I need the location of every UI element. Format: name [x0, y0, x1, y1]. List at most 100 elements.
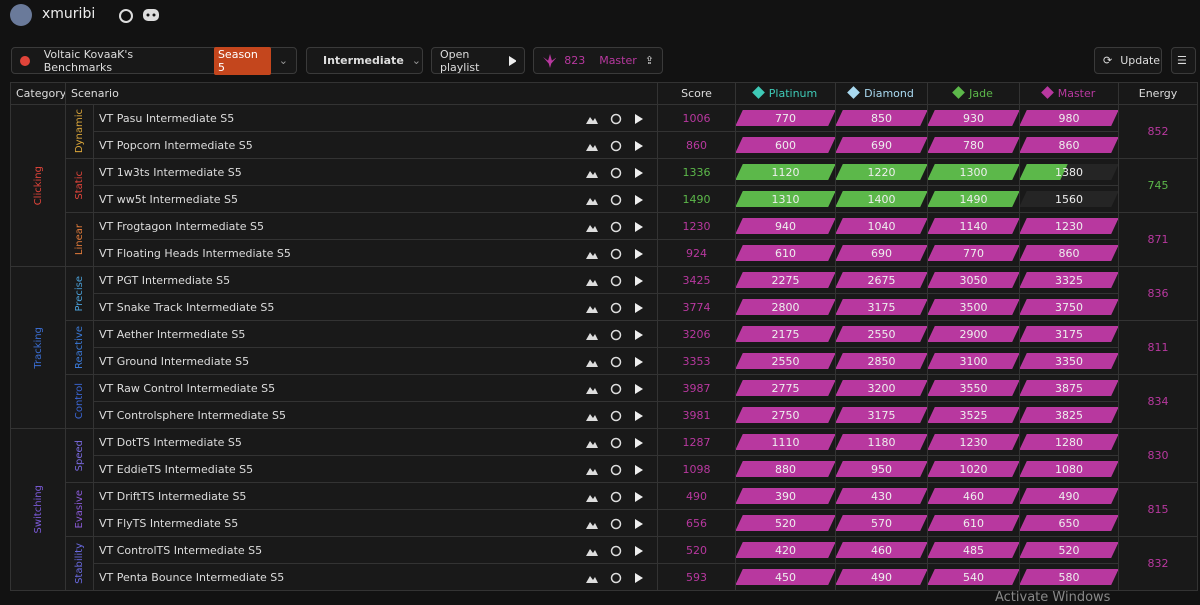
scenario-actions[interactable] — [586, 194, 644, 206]
threshold-value: 1180 — [867, 435, 896, 449]
avatar[interactable] — [10, 4, 32, 26]
threshold-cell: 390 — [735, 482, 837, 510]
scenario-actions[interactable] — [586, 167, 644, 179]
settings-button[interactable]: ☰ — [1171, 47, 1196, 74]
scenario-line: VT Penta Bounce Intermediate S5 — [99, 570, 652, 584]
scenario-line: VT FlyTS Intermediate S5 — [99, 516, 652, 530]
scenario-actions[interactable] — [586, 302, 644, 314]
subcategory-name: Precise — [74, 275, 85, 312]
threshold-value: 490 — [1058, 489, 1080, 503]
threshold-cell: 1560 — [1019, 185, 1120, 213]
scenario-actions[interactable] — [586, 491, 644, 503]
threshold-value: 1020 — [959, 462, 988, 476]
scenario-name: VT Floating Heads Intermediate S5 — [99, 246, 291, 260]
scenario-actions[interactable] — [586, 410, 644, 422]
threshold-bar: 485 — [928, 542, 1019, 558]
scenario-name: VT Frogtagon Intermediate S5 — [99, 219, 264, 233]
threshold-bar: 1310 — [736, 191, 835, 207]
threshold-cell: 1220 — [835, 158, 929, 186]
scenario-actions[interactable] — [586, 464, 644, 476]
scenario-line: VT Controlsphere Intermediate S5 — [99, 408, 652, 422]
energy: 832 — [1118, 536, 1199, 591]
scenario-actions[interactable] — [586, 545, 644, 557]
column-header: Score — [657, 82, 737, 105]
energy: 745 — [1118, 158, 1199, 213]
scenario-line: VT Popcorn Intermediate S5 — [99, 138, 652, 152]
threshold-bar: 3750 — [1020, 299, 1118, 315]
difficulty-select[interactable]: Intermediate ⌄ — [306, 47, 423, 74]
threshold-value: 1110 — [771, 435, 800, 449]
energy: 852 — [1118, 104, 1199, 159]
discord-icon[interactable] — [142, 8, 160, 22]
threshold-cell: 2850 — [835, 347, 929, 375]
threshold-bar: 1110 — [736, 434, 835, 450]
threshold-bar: 3500 — [928, 299, 1019, 315]
threshold-cell: 420 — [735, 536, 837, 564]
threshold-cell: 1110 — [735, 428, 837, 456]
scenario-actions[interactable] — [586, 221, 644, 233]
threshold-cell: 1120 — [735, 158, 837, 186]
threshold-cell: 610 — [735, 239, 837, 267]
threshold-bar: 390 — [736, 488, 835, 504]
scenario-actions[interactable] — [586, 248, 644, 260]
threshold-value: 570 — [871, 516, 893, 530]
score: 3981 — [657, 401, 737, 429]
watermark: Activate Windows — [995, 590, 1111, 605]
scenario-actions[interactable] — [586, 329, 644, 341]
score: 490 — [657, 482, 737, 510]
play-icon — [508, 55, 516, 66]
scenario-actions[interactable] — [586, 437, 644, 449]
threshold-value: 1380 — [1055, 165, 1084, 179]
scenario-actions[interactable] — [586, 383, 644, 395]
threshold-cell: 770 — [927, 239, 1021, 267]
threshold-cell: 770 — [735, 104, 837, 132]
threshold-bar: 3525 — [928, 407, 1019, 423]
rank-icon — [543, 53, 557, 68]
scenario-row: Switching Speed VT DotTS Intermediate S5 12… — [10, 428, 1199, 591]
threshold-cell: 940 — [735, 212, 837, 240]
subcategory-cell: Dynamic — [65, 104, 94, 159]
threshold-cell: 460 — [835, 536, 929, 564]
threshold-cell: 520 — [735, 509, 837, 537]
update-button[interactable]: ⟳ Update — [1094, 47, 1162, 74]
scenario-actions[interactable] — [586, 356, 644, 368]
benchmark-select[interactable]: Voltaic KovaaK's Benchmarks Season 5 ⌄ — [11, 46, 297, 75]
scenario-actions[interactable] — [586, 113, 644, 125]
column-header: Scenario — [64, 82, 659, 105]
category-cell: Tracking — [10, 266, 66, 429]
category-name: Switching — [32, 485, 44, 534]
scenario-actions[interactable] — [586, 518, 644, 530]
rank-header: Platinum — [735, 82, 837, 105]
threshold-bar: 450 — [736, 569, 835, 585]
playlist-button[interactable]: Open playlist — [431, 47, 525, 74]
threshold-cell: 3750 — [1019, 293, 1120, 321]
rank-icon — [751, 86, 765, 99]
threshold-bar: 1040 — [836, 218, 927, 234]
rank-box[interactable]: 823 Master ⇪ — [533, 47, 663, 74]
threshold-bar: 980 — [1020, 110, 1118, 126]
subcategory-name: Evasive — [74, 490, 85, 529]
threshold-cell: 690 — [835, 131, 929, 159]
rank-name: Jade — [969, 87, 993, 100]
scenario-actions[interactable] — [586, 140, 644, 152]
scenario-line: VT ControlTS Intermediate S5 — [99, 543, 652, 557]
threshold-value: 540 — [963, 570, 985, 584]
threshold-value: 3350 — [1055, 354, 1084, 368]
scenario-name: VT ControlTS Intermediate S5 — [99, 543, 263, 557]
threshold-bar: 1120 — [736, 164, 835, 180]
threshold-bar: 3550 — [928, 380, 1019, 396]
threshold-bar: 610 — [736, 245, 835, 261]
threshold-value: 1280 — [1055, 435, 1084, 449]
scenario-actions[interactable] — [586, 572, 644, 584]
scenario-cell: VT ControlTS Intermediate S5 — [92, 536, 659, 564]
subcategory-name: Stability — [74, 543, 85, 584]
threshold-value: 860 — [1058, 138, 1080, 152]
scenario-actions[interactable] — [586, 275, 644, 287]
scenario-row: VT Snake Track Intermediate S5 3774 2800 31… — [11, 293, 1198, 321]
threshold-value: 2775 — [771, 381, 800, 395]
threshold-cell: 3525 — [927, 401, 1021, 429]
site-icon[interactable] — [118, 8, 134, 24]
threshold-bar: 780 — [928, 137, 1019, 153]
threshold-value: 1120 — [771, 165, 800, 179]
score: 3425 — [657, 266, 737, 294]
